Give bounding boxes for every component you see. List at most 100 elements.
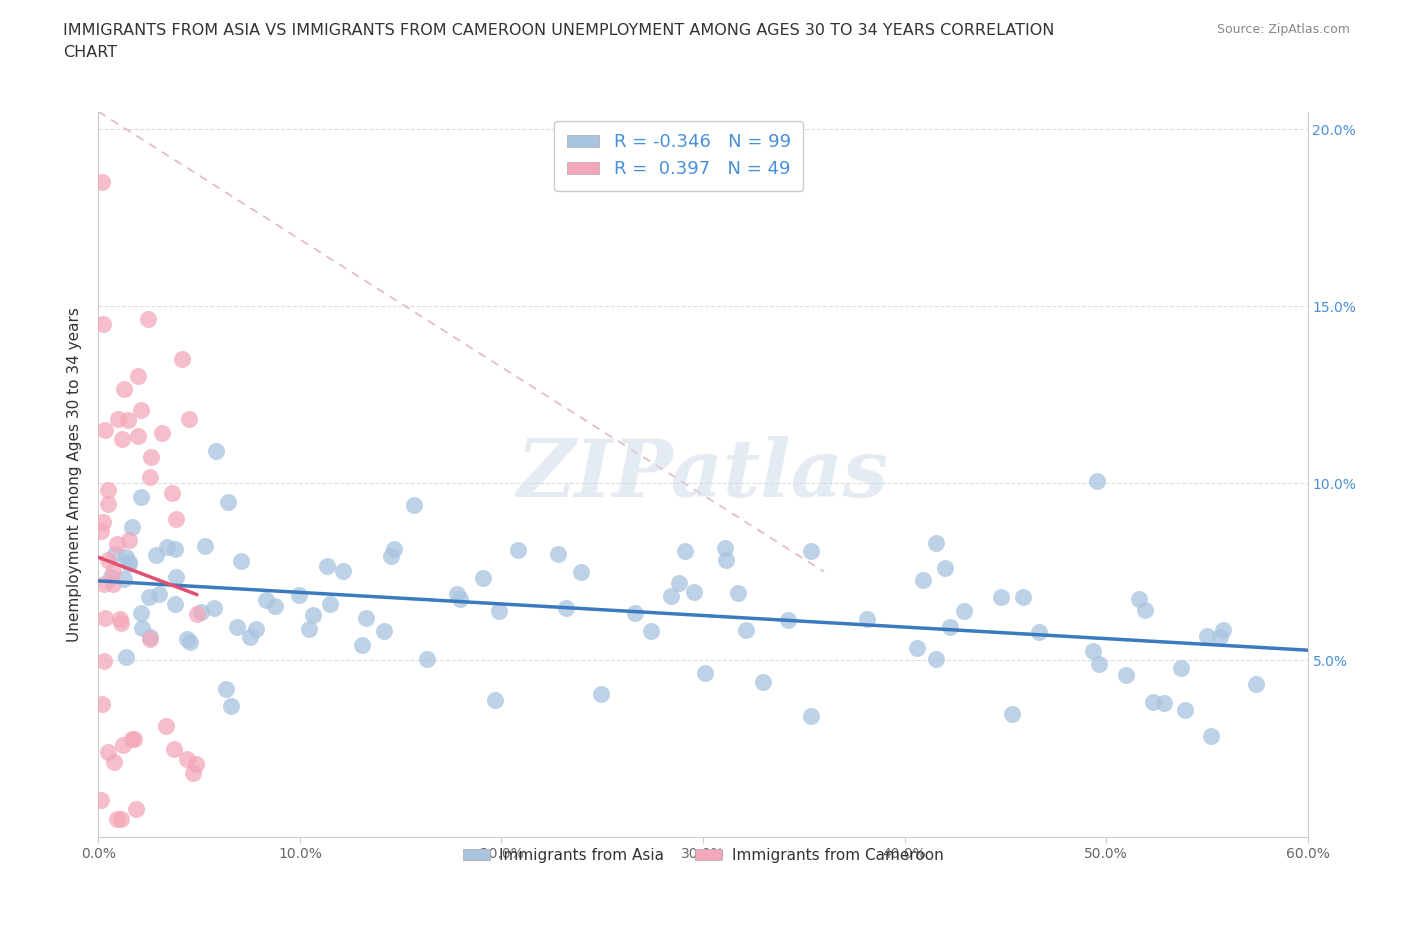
Point xyxy=(682,584,704,599)
Point xyxy=(94,610,117,625)
Point xyxy=(127,429,149,444)
Text: ZIPatlas: ZIPatlas xyxy=(517,435,889,513)
Point xyxy=(301,607,323,622)
Point xyxy=(127,369,149,384)
Point xyxy=(160,485,183,500)
Point xyxy=(734,623,756,638)
Point xyxy=(139,630,162,644)
Point xyxy=(112,572,135,587)
Point xyxy=(905,641,928,656)
Point xyxy=(318,596,340,611)
Point xyxy=(165,597,187,612)
Point xyxy=(449,591,471,606)
Point xyxy=(659,588,682,603)
Point xyxy=(93,654,115,669)
Point xyxy=(350,637,373,652)
Point xyxy=(1153,696,1175,711)
Point xyxy=(145,548,167,563)
Point xyxy=(912,572,935,587)
Point xyxy=(179,412,201,427)
Point xyxy=(1199,728,1222,743)
Point xyxy=(186,606,208,621)
Point xyxy=(446,587,468,602)
Point xyxy=(163,541,186,556)
Point xyxy=(105,537,128,551)
Point xyxy=(104,547,127,562)
Point xyxy=(953,604,976,618)
Point xyxy=(547,546,569,561)
Point xyxy=(219,698,242,713)
Point xyxy=(1174,702,1197,717)
Point xyxy=(155,718,177,733)
Point xyxy=(1170,660,1192,675)
Point xyxy=(193,538,215,553)
Point xyxy=(217,494,239,509)
Point xyxy=(714,553,737,568)
Point xyxy=(938,619,960,634)
Point xyxy=(110,616,132,631)
Point xyxy=(91,316,114,331)
Point xyxy=(103,754,125,769)
Point xyxy=(589,686,612,701)
Point xyxy=(90,524,112,538)
Point xyxy=(156,539,179,554)
Point xyxy=(97,483,120,498)
Point xyxy=(693,666,716,681)
Point xyxy=(138,470,160,485)
Point xyxy=(484,693,506,708)
Point xyxy=(1001,706,1024,721)
Point xyxy=(231,553,253,568)
Point xyxy=(856,611,879,626)
Point xyxy=(254,593,277,608)
Point xyxy=(488,604,510,618)
Point xyxy=(1128,591,1150,606)
Point xyxy=(117,412,139,427)
Point xyxy=(1115,668,1137,683)
Point xyxy=(136,312,159,326)
Point xyxy=(118,533,141,548)
Point xyxy=(165,570,187,585)
Point xyxy=(373,624,395,639)
Point xyxy=(129,605,152,620)
Point xyxy=(1209,630,1232,644)
Point xyxy=(263,599,285,614)
Point xyxy=(114,550,136,565)
Point xyxy=(727,586,749,601)
Point xyxy=(471,571,494,586)
Point xyxy=(112,381,135,396)
Point xyxy=(205,444,228,458)
Point xyxy=(107,411,129,426)
Point xyxy=(1142,695,1164,710)
Point xyxy=(121,732,143,747)
Point xyxy=(776,612,799,627)
Point xyxy=(332,564,354,578)
Point xyxy=(138,631,160,646)
Point xyxy=(90,175,112,190)
Point xyxy=(315,558,337,573)
Point xyxy=(176,751,198,766)
Point xyxy=(101,564,124,578)
Point xyxy=(508,542,530,557)
Point xyxy=(150,425,173,440)
Point xyxy=(990,590,1012,604)
Point xyxy=(226,620,249,635)
Point xyxy=(1085,473,1108,488)
Point xyxy=(380,549,402,564)
Point xyxy=(97,745,120,760)
Point xyxy=(800,708,823,723)
Point xyxy=(184,756,207,771)
Point xyxy=(148,587,170,602)
Point xyxy=(1212,623,1234,638)
Point xyxy=(1081,644,1104,658)
Point xyxy=(91,697,114,711)
Point xyxy=(118,554,141,569)
Text: Source: ZipAtlas.com: Source: ZipAtlas.com xyxy=(1216,23,1350,36)
Point xyxy=(129,489,152,504)
Point xyxy=(165,512,187,526)
Point xyxy=(129,403,152,418)
Point xyxy=(555,600,578,615)
Point xyxy=(103,576,125,591)
Point xyxy=(298,621,321,636)
Point xyxy=(202,601,225,616)
Point xyxy=(100,569,122,584)
